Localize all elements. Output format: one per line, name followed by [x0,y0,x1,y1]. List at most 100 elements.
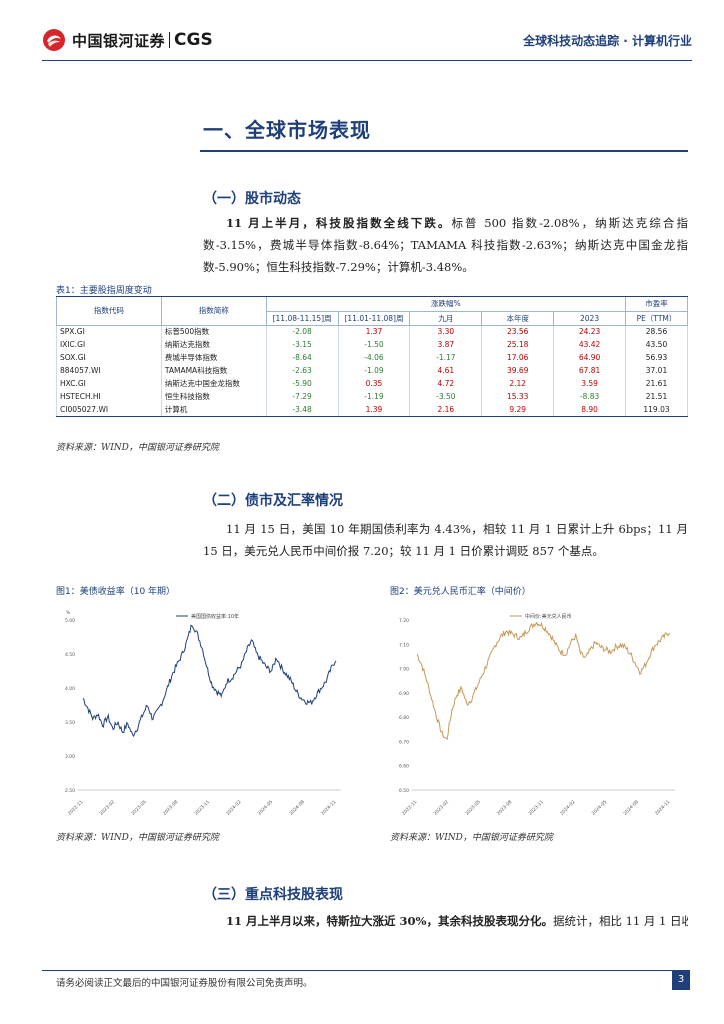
page-number: 3 [672,970,690,990]
cell-change: 4.61 [409,364,483,377]
cell-pe: 43.50 [625,338,688,351]
treasury-yield-chart: 5.00 4.50 4.00 3.50 3.00 2.50% 2022-11 2023-02 2… [65,610,341,817]
y-tick-label: 4.00 [65,686,75,692]
table-caption: 表1：主要股指周度变动 [56,286,152,296]
th-p3: 九月 [409,311,483,326]
cell-change: 25.18 [481,338,555,351]
figure2-source: 资料来源：WIND，中国银河证券研究院 [390,833,553,843]
x-tick-label: 2023-05 [130,799,148,817]
x-tick-label: 2024-02 [225,799,243,817]
y-tick-label: 2.50 [65,788,75,794]
subsection-title-bond: （二）债市及汇率情况 [203,493,343,509]
cell-change: -1.50 [337,338,411,351]
table-source: 资料来源：WIND，中国银河证券研究院 [56,443,219,453]
techstocks-body: 据统计，相比 11 月 1 日收盘价， [552,914,688,928]
cell-pe: 21.61 [625,377,688,390]
th-pe-bottom: PE（TTM） [625,311,688,326]
th-group: 涨跌幅% [265,297,627,312]
series-line [82,624,337,738]
x-tick-label: 2022-11 [401,799,419,817]
x-tick-label: 2024-11 [654,799,672,817]
y-tick-label: 4.50 [65,652,75,658]
th-pe-top: 市盈率 [625,297,688,312]
x-tick-label: 2023-11 [193,799,211,817]
stock-paragraph: 11 月上半月，科技股指数全线下跌。标普 500 指数-2.08%，纳斯达克综合… [203,212,688,278]
logo-separator [169,32,171,48]
section-divider [200,150,688,152]
table-row: HSTECH.HI 恒生科技指数 -7.29 -1.19 -3.50 15.33 -8.83… [56,390,688,403]
th-code: 指数代码 [56,297,162,326]
figure1-source: 资料来源：WIND，中国银河证券研究院 [56,833,219,843]
cell-change: 3.59 [553,377,626,390]
cell-code: CI005027.WI [56,403,162,416]
x-tick-label: 2023-08 [496,799,514,817]
cell-code: HXC.GI [56,377,162,390]
cell-name: 标普500指数 [160,325,267,338]
cell-change: -1.09 [337,364,411,377]
cell-change: -2.08 [265,325,339,338]
th-p1: [11.08-11.15]周 [265,311,339,326]
cell-change: 1.37 [337,325,411,338]
x-tick-label: 2023-11 [527,799,545,817]
page-header: 中国银河证券 CGS 全球科技动态追踪 · 计算机行业 [0,0,724,62]
y-tick-label: 6.70 [399,739,409,745]
cell-change: 3.30 [409,325,483,338]
cell-name: 纳斯达克指数 [160,338,267,351]
y-tick-label: 6.60 [399,764,409,770]
th-p2: [11.01-11.08]周 [337,311,411,326]
cell-change: 17.06 [481,351,555,364]
x-tick-label: 2024-02 [559,799,577,817]
index-table: 指数代码 指数简称 涨跌幅% 市盈率 [11.08-11.15]周 [11.01… [56,296,688,417]
cell-change: 2.12 [481,377,555,390]
x-tick-label: 2023-05 [464,799,482,817]
x-tick-label: 2024-05 [591,799,609,817]
y-tick-label: 6.50 [399,788,409,794]
cell-change: 8.90 [553,403,626,416]
cell-change: -7.29 [265,390,339,403]
y-tick-label: 3.50 [65,720,75,726]
x-tick-label: 2023-08 [162,799,180,817]
bond-paragraph: 11 月 15 日，美国 10 年期国债利率为 4.43%，相较 11 月 1 … [203,522,688,558]
th-p5: 2023 [553,311,626,326]
x-tick-label: 2024-11 [320,799,338,817]
usdcny-chart: 7.20 7.10 7.00 6.90 6.80 6.70 6.60 6.50 2022-11 2… [399,613,675,817]
cell-change: -8.64 [265,351,339,364]
cell-change: -3.50 [409,390,483,403]
x-tick-label: 2024-08 [288,799,306,817]
table-row: 884057.WI TAMAMA科技指数 -2.63 -1.09 4.61 39.69 67… [56,364,688,377]
report-series-title: 全球科技动态追踪 · 计算机行业 [523,34,692,48]
subsection-title-stock: （一）股市动态 [203,191,301,207]
figure2-caption: 图2：美元兑人民币汇率（中间价） [390,587,531,597]
table-row: SOX.GI 费城半导体指数 -8.64 -4.06 -1.17 17.06 64.90 56… [56,351,688,364]
cell-pe: 28.56 [625,325,688,338]
cell-change: 39.69 [481,364,555,377]
cell-code: IXIC.GI [56,338,162,351]
x-tick-label: 2023-02 [98,799,116,817]
cell-name: 费城半导体指数 [160,351,267,364]
y-tick-label: 7.00 [399,667,409,673]
cell-change: 67.81 [553,364,626,377]
cell-change: 0.35 [337,377,411,390]
cell-change: -8.83 [553,390,626,403]
company-logo: 中国银河证券 CGS [42,28,213,52]
logo-cn-text: 中国银河证券 [72,31,166,50]
series-line [416,621,671,741]
cell-change: -5.90 [265,377,339,390]
th-name: 指数简称 [160,297,267,326]
cell-pe: 37.01 [625,364,688,377]
y-tick-label: 7.10 [399,642,409,648]
cell-change: 43.42 [553,338,626,351]
cell-change: 2.16 [409,403,483,416]
cell-change: 64.90 [553,351,626,364]
th-p4: 本年度 [481,311,555,326]
cell-name: TAMAMA科技指数 [160,364,267,377]
section-title: 一、全球市场表现 [203,118,371,142]
cell-change: -3.48 [265,403,339,416]
x-tick-label: 2024-08 [622,799,640,817]
cell-code: SOX.GI [56,351,162,364]
stock-body: 标普 500 指数-2.08%，纳斯达克综合指数-3.15%，费城半导体指数-8… [203,216,688,274]
logo-en-text: CGS [174,30,213,50]
cell-code: 884057.WI [56,364,162,377]
subsection-title-techstocks: （三）重点科技股表现 [203,887,343,903]
figure2-chart: 7.20 7.10 7.00 6.90 6.80 6.70 6.60 6.50 2022-11 2… [390,600,687,825]
